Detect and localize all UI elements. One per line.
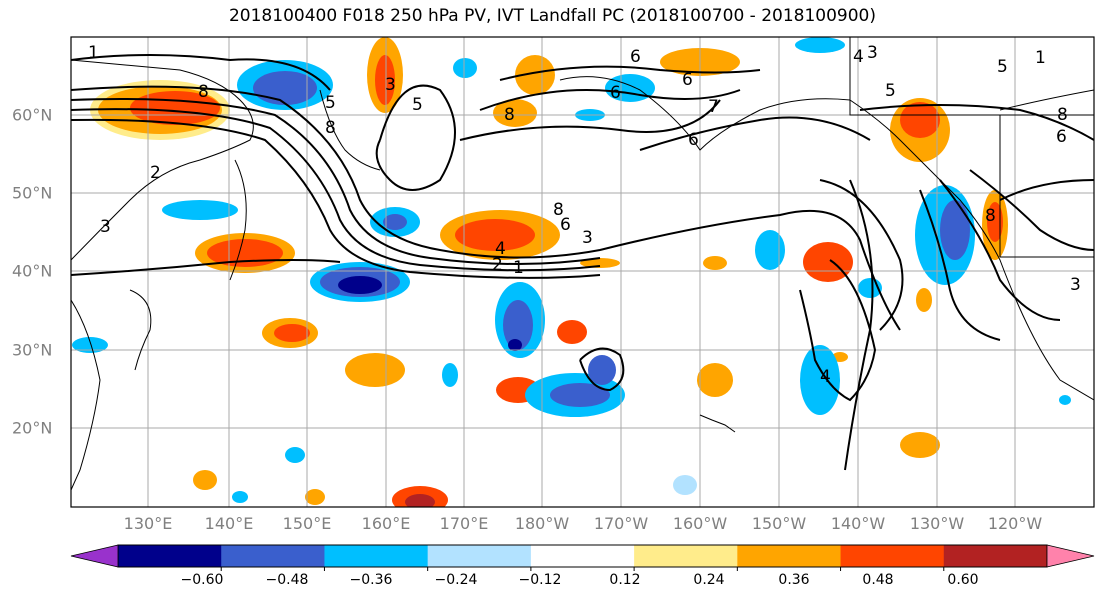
lat-label: 40°N xyxy=(12,261,53,281)
lon-label: 130°E xyxy=(123,514,173,533)
contour-labels: 1 8 5 8 3 2 8 6 3 4 2 1 6 7 6 6 4 3 5 8 … xyxy=(88,43,1081,387)
contour-label: 2 xyxy=(150,163,161,183)
colorbar-tick-label: −0.24 xyxy=(434,572,478,588)
contour-label: 8 xyxy=(553,200,564,220)
contour-label: 6 xyxy=(610,83,621,103)
lon-label: 150°E xyxy=(282,514,332,533)
colorbar-segment xyxy=(118,545,222,567)
colorbar-tick-label: −0.48 xyxy=(265,572,309,588)
contour-label: 8 xyxy=(985,206,996,226)
colorbar-segment xyxy=(530,545,635,567)
colorbar-tick-label: −0.36 xyxy=(349,572,393,588)
contour-label: 1 xyxy=(513,258,524,278)
lat-label: 20°N xyxy=(12,418,53,438)
lon-label: 160°W xyxy=(672,514,728,533)
contour-label: 1 xyxy=(1035,48,1046,68)
lon-label: 140°E xyxy=(204,514,254,533)
map-frame xyxy=(70,36,1095,508)
contour-label: 3 xyxy=(867,43,878,63)
contour-label: 1 xyxy=(88,43,99,63)
contour-label: 3 xyxy=(385,75,396,95)
contour-label: 8 xyxy=(198,82,209,102)
colorbar-segment xyxy=(634,545,738,567)
colorbar-tick-label: 0.60 xyxy=(947,572,979,588)
lon-label: 140°W xyxy=(830,514,886,533)
colorbar-tick-label: −0.12 xyxy=(518,572,562,588)
colorbar-segment xyxy=(324,545,429,567)
contour-label: 4 xyxy=(820,367,831,387)
lon-label: 120°W xyxy=(987,514,1043,533)
pc-anomaly-shading xyxy=(72,37,1071,507)
contour-label: 5 xyxy=(997,57,1008,77)
contour-label: 3 xyxy=(1070,275,1081,295)
colorbar-segment xyxy=(221,545,325,567)
lon-label: 170°E xyxy=(439,514,489,533)
lat-label: 60°N xyxy=(12,105,53,125)
lon-label: 170°W xyxy=(593,514,649,533)
contour-label: 5 xyxy=(885,81,896,101)
lon-label: 130°W xyxy=(909,514,965,533)
contour-label: 5 xyxy=(412,95,423,115)
lon-label: 180°W xyxy=(514,514,570,533)
contour-label: 6 xyxy=(1056,127,1067,147)
colorbar-segment xyxy=(427,545,532,567)
contour-label: 3 xyxy=(100,217,111,237)
colorbar-segment xyxy=(737,545,842,567)
contour-label: 8 xyxy=(325,118,336,138)
colorbar-tick-label: 0.36 xyxy=(778,572,810,588)
colorbar-left-extension xyxy=(70,544,119,568)
contour-label: 8 xyxy=(504,105,515,125)
contour-label: 4 xyxy=(495,239,506,259)
colorbar-segment xyxy=(943,545,1048,567)
lon-label: 150°W xyxy=(751,514,807,533)
pv-contours xyxy=(71,54,1094,471)
colorbar-tick-label: 0.12 xyxy=(609,572,641,588)
map-title: 2018100400 F018 250 hPa PV, IVT Landfall… xyxy=(228,6,876,26)
region-boxes xyxy=(849,37,1094,258)
contour-label: 7 xyxy=(708,97,719,117)
contour-label: 6 xyxy=(560,215,571,235)
contour-label: 3 xyxy=(582,228,593,248)
contour-label: 6 xyxy=(682,70,693,90)
lat-label: 30°N xyxy=(12,340,53,360)
lon-label: 160°E xyxy=(361,514,411,533)
colorbar-segment xyxy=(840,545,945,567)
contour-label: 2 xyxy=(492,255,503,275)
colorbar-right-extension xyxy=(1046,544,1095,568)
contour-label: 6 xyxy=(630,47,641,67)
contour-label: 5 xyxy=(325,93,336,113)
lat-label: 50°N xyxy=(12,183,53,203)
colorbar-tick-label: 0.24 xyxy=(693,572,725,588)
contour-label: 4 xyxy=(853,47,864,67)
colorbar-tick-label: 0.48 xyxy=(862,572,894,588)
colorbar-tick-label: −0.60 xyxy=(180,572,224,588)
coastlines xyxy=(71,59,1094,491)
contour-label: 6 xyxy=(688,130,699,150)
